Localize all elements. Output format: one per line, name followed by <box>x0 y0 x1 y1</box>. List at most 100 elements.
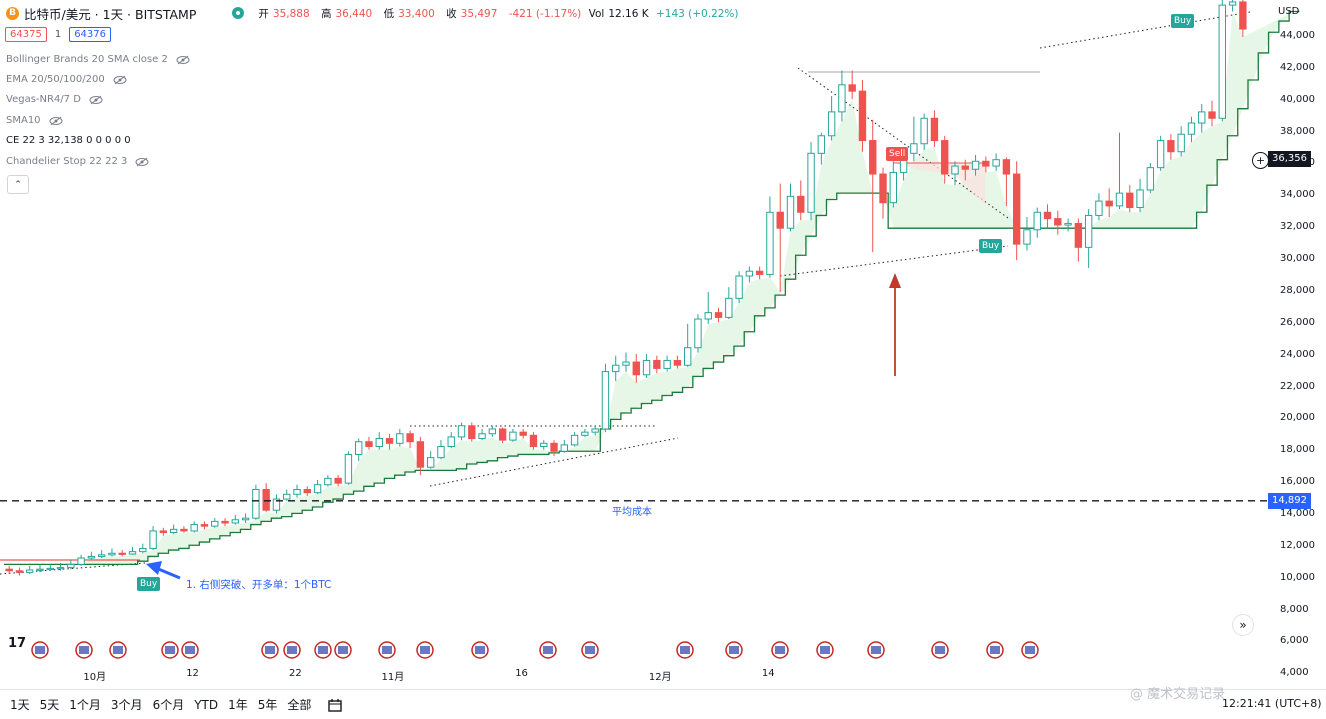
y-tick-label: 24,000 <box>1280 348 1315 360</box>
stop-fill-area <box>9 11 1295 565</box>
period-all-button[interactable]: 全部 <box>287 698 312 712</box>
bid-price-button[interactable]: 64375 <box>5 27 47 42</box>
candle-body <box>838 84 846 113</box>
period-6m-button[interactable]: 6个月 <box>152 698 185 712</box>
y-tick-label: 10,000 <box>1280 571 1315 583</box>
period-1m-button[interactable]: 1个月 <box>69 698 101 712</box>
candle-body <box>725 297 733 318</box>
candle-body <box>766 211 774 275</box>
candle-body <box>139 547 147 553</box>
ohlc-high: 高 36,440 <box>320 7 373 20</box>
candle-body <box>169 528 178 534</box>
candle-body <box>632 361 640 376</box>
chandelier-stop-path <box>4 10 1300 566</box>
currency-label[interactable]: USD <box>1278 6 1300 17</box>
period-1y-button[interactable]: 1年 <box>228 698 248 712</box>
candle-body <box>560 444 569 452</box>
ask-price-button[interactable]: 64376 <box>69 27 111 42</box>
period-toolbar: 1天 5天 1个月 3个月 6个月 YTD 1年 5年 全部 <box>0 689 1326 719</box>
candle-body <box>1084 214 1093 248</box>
candle-body <box>1136 189 1144 208</box>
add-alert-plus-icon[interactable]: + <box>1252 152 1269 169</box>
candle-body <box>591 428 599 433</box>
candle-body <box>118 552 126 555</box>
ohlc-open: 开 35,888 <box>258 7 310 20</box>
candle-body <box>416 441 425 468</box>
candle-body <box>365 441 373 447</box>
buy-signal-badge: Buy <box>979 239 1003 253</box>
stop-fill-polygon <box>9 11 1295 565</box>
x-tick-label: 10月 <box>83 672 107 683</box>
eye-hidden-icon[interactable] <box>176 55 190 65</box>
candle-body <box>159 530 168 534</box>
eye-hidden-icon[interactable] <box>135 157 149 167</box>
candle-body <box>827 111 836 137</box>
candle-body <box>87 555 96 559</box>
y-tick-label: 42,000 <box>1280 61 1315 73</box>
y-tick-label: 6,000 <box>1280 635 1309 647</box>
candle-body <box>262 489 270 511</box>
indicator-vegas[interactable]: Vegas-NR4/7 D <box>6 94 103 105</box>
indicator-ema[interactable]: EMA 20/50/100/200 <box>6 74 127 85</box>
period-5y-button[interactable]: 5年 <box>257 698 278 712</box>
candle-body <box>540 442 548 447</box>
indicator-bollinger[interactable]: Bollinger Brands 20 SMA close 2 <box>6 54 190 65</box>
candle-body <box>1239 1 1247 30</box>
candle-body <box>797 195 805 213</box>
eye-hidden-icon[interactable] <box>49 116 63 126</box>
collapse-legend-button[interactable]: ⌃ <box>7 175 29 194</box>
candle-body <box>714 312 723 318</box>
volume-change: +143 (+0.22%) <box>655 7 739 20</box>
candle-body <box>1054 218 1062 226</box>
trend-lines <box>0 11 1251 575</box>
flag-fill <box>729 646 739 654</box>
candle-body <box>509 431 517 441</box>
eye-hidden-icon[interactable] <box>113 75 127 85</box>
event-markers <box>31 641 1039 659</box>
period-ytd-button[interactable]: YTD <box>194 697 219 712</box>
candle-body <box>488 428 497 435</box>
candle-body <box>1198 111 1206 124</box>
scroll-right-button[interactable]: » <box>1232 614 1254 636</box>
y-tick-label: 32,000 <box>1280 221 1315 233</box>
candle-body <box>910 143 918 154</box>
candle-body <box>272 498 281 511</box>
candle-body <box>1156 140 1165 169</box>
candle-body <box>5 568 13 572</box>
candle-body <box>930 117 939 142</box>
candle-body <box>1064 222 1072 226</box>
flag-fill <box>318 646 328 654</box>
period-3m-button[interactable]: 3个月 <box>110 698 143 712</box>
y-tick-label: 30,000 <box>1280 253 1315 265</box>
period-5d-button[interactable]: 5天 <box>39 698 60 712</box>
arrows <box>146 273 901 580</box>
flag-fill <box>680 646 690 654</box>
goto-date-calendar-icon[interactable] <box>327 697 343 713</box>
eye-hidden-icon[interactable] <box>89 95 103 105</box>
candle-body <box>786 195 795 229</box>
visibility-dot-icon[interactable] <box>232 7 245 19</box>
indicator-ce[interactable]: CE 22 3 32,138 0 0 0 0 0 <box>6 135 131 146</box>
candle-body <box>1043 211 1052 220</box>
flag-fill <box>185 646 195 654</box>
flag-fill <box>820 646 830 654</box>
y-tick-label: 38,000 <box>1280 125 1315 137</box>
candle-body <box>457 425 466 438</box>
indicator-sma[interactable]: SMA10 <box>6 115 63 126</box>
candle-body <box>406 433 414 443</box>
candle-body <box>869 140 877 175</box>
symbol-title[interactable]: 比特币/美元 · 1天 · BITSTAMP <box>24 6 197 22</box>
period-1d-button[interactable]: 1天 <box>10 698 30 712</box>
candle-body <box>200 524 209 527</box>
trend-line <box>1039 11 1251 49</box>
clock-timezone[interactable]: 12:21:41 (UTC+8) <box>1222 697 1322 710</box>
candle-body <box>334 477 342 484</box>
y-tick-label: 26,000 <box>1280 316 1315 328</box>
tradingview-logo[interactable]: 17 <box>8 636 27 651</box>
candle-body <box>324 477 332 486</box>
indicator-chandelier[interactable]: Chandelier Stop 22 22 3 <box>6 156 149 167</box>
candle-body <box>293 489 301 495</box>
chandelier-stop-line <box>4 10 1300 566</box>
candle-body <box>385 438 394 444</box>
